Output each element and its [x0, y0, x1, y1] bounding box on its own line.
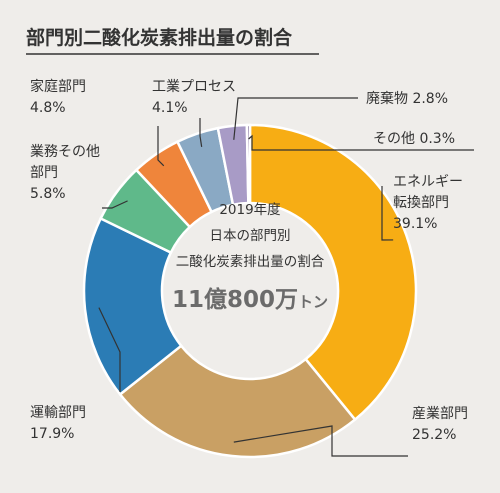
chart-title: 部門別二酸化炭素排出量の割合 [26, 26, 293, 49]
center-total: 11億800万トン [172, 286, 328, 313]
center-description: 二酸化炭素排出量の割合 [176, 253, 325, 270]
slice-label-2: 運輸部門 17.9% [30, 405, 86, 442]
slice-label-5: 工業プロセス 4.1% [152, 79, 236, 116]
center-total-unit: トン [298, 293, 328, 311]
slice-label-4: 家庭部門 4.8% [30, 78, 86, 116]
leader-line-1 [233, 425, 408, 457]
center-subtitle: 日本の部門別 [210, 228, 291, 244]
slice-label-0: エネルギー転換部門 39.1% [393, 174, 463, 232]
slice-7 [245, 123, 252, 205]
slice-2 [82, 216, 183, 397]
center-year: 2019年度 [219, 202, 280, 218]
leader-line-6 [233, 97, 358, 140]
leader-line-3 [102, 200, 128, 209]
leader-line-0 [381, 186, 394, 241]
donut-slices [82, 123, 418, 459]
leader-line-7 [248, 134, 474, 151]
leader-line-4 [157, 126, 165, 167]
slice-label-1: 産業部門 25.2% [412, 406, 468, 443]
center-text: 2019年度 日本の部門別 二酸化炭素排出量の割合 11億800万トン [172, 202, 328, 313]
slice-labels: エネルギー転換部門 39.1% 産業部門 25.2% 運輸部門 17.9% 業務その他部門 5… [30, 78, 468, 443]
slice-label-3: 業務その他部門 5.8% [30, 144, 100, 202]
center-total-value: 11億800万 [172, 286, 298, 313]
leader-lines [98, 97, 474, 457]
slice-label-6: 廃棄物 2.8% [366, 90, 448, 107]
slice-0 [248, 123, 418, 422]
slice-label-7: その他 0.3% [373, 131, 455, 147]
leader-line-5 [199, 118, 203, 147]
slice-1 [118, 344, 357, 459]
leader-line-2 [98, 307, 121, 392]
